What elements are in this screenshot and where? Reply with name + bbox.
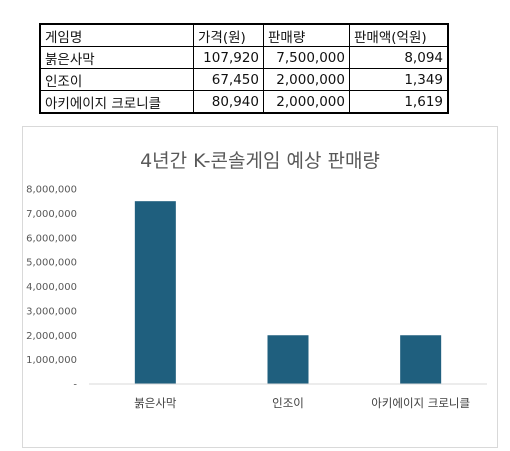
y-tick-label: 4,000,000 [26,282,77,293]
cell-price[interactable]: 67,450 [193,68,264,91]
cell-game-name[interactable]: 아키에이지 크로니클 [40,90,194,113]
chart-title: 4년간 K-콘솔게임 예상 판매량 [140,150,380,172]
table-row: 아키에이지 크로니클 80,940 2,000,000 1,619 [40,90,448,113]
cell-revenue[interactable]: 8,094 [349,46,448,69]
cell-sales[interactable]: 2,000,000 [263,90,350,113]
y-axis: - 1,000,000 2,000,000 3,000,000 4,000,000 5,0… [26,185,77,391]
y-tick-label: 8,000,000 [26,185,77,196]
cell-game-name[interactable]: 인조이 [40,68,194,91]
y-tick-label: 7,000,000 [26,209,77,220]
cell-sales[interactable]: 7,500,000 [263,46,350,69]
bar-chart: 4년간 K-콘솔게임 예상 판매량 - 1,000,000 2,000,000 3,0… [26,150,487,410]
header-cell-price[interactable]: 가격(원) [193,24,264,47]
y-tick-label: 1,000,000 [26,355,77,366]
cell-game-name[interactable]: 붉은사막 [40,46,194,69]
y-tick-label: 5,000,000 [26,258,77,269]
header-cell-game[interactable]: 게임명 [40,24,194,47]
bar[interactable] [400,335,442,384]
header-cell-revenue[interactable]: 판매액(억원) [349,24,448,47]
table-header-row: 게임명 가격(원) 판매량 판매액(억원) [40,24,448,47]
table-row: 인조이 67,450 2,000,000 1,349 [40,68,448,91]
chart-area[interactable]: 4년간 K-콘솔게임 예상 판매량 - 1,000,000 2,000,000 3,0… [22,126,498,448]
y-tick-label: - [73,380,77,391]
cell-revenue[interactable]: 1,619 [349,90,448,113]
header-cell-sales[interactable]: 판매량 [263,24,350,47]
bar[interactable] [267,335,309,384]
cell-price[interactable]: 107,920 [193,46,264,69]
y-tick-label: 2,000,000 [26,331,77,342]
table-row: 붉은사막 107,920 7,500,000 8,094 [40,46,448,69]
x-tick-label: 인조이 [272,396,304,410]
bar-series [134,201,442,384]
x-tick-label: 아키에이지 크로니클 [371,396,470,410]
cell-revenue[interactable]: 1,349 [349,68,448,91]
cell-price[interactable]: 80,940 [193,90,264,113]
cell-sales[interactable]: 2,000,000 [263,68,350,91]
sales-table: 게임명 가격(원) 판매량 판매액(억원) 붉은사막 107,920 7,500… [39,23,449,114]
y-tick-label: 6,000,000 [26,233,77,244]
y-tick-label: 3,000,000 [26,306,77,317]
x-tick-label: 붉은사막 [134,396,177,410]
bar[interactable] [134,201,176,384]
x-axis: 붉은사막 인조이 아키에이지 크로니클 [134,396,470,410]
